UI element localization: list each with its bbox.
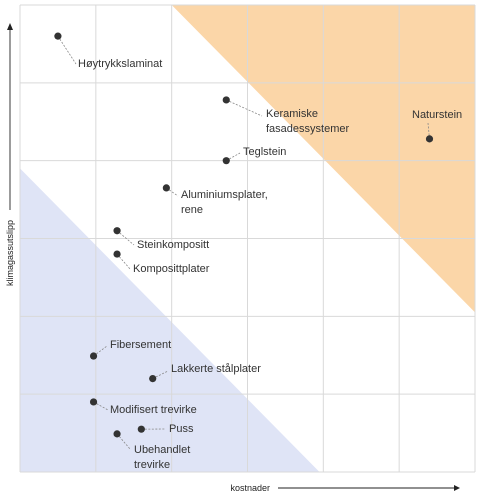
data-point — [113, 430, 121, 438]
point-label: Aluminiumsplater, rene — [181, 189, 268, 216]
data-point — [162, 184, 170, 192]
data-point — [149, 375, 157, 383]
region-low — [20, 168, 320, 472]
point-label: Naturstein — [412, 109, 462, 121]
point-label: Fibersement — [110, 339, 171, 351]
leader-line — [427, 122, 430, 139]
point-label-line: trevirke — [134, 459, 170, 471]
data-point — [54, 32, 62, 40]
leader-lines — [57, 35, 430, 450]
data-points — [54, 32, 434, 438]
grid — [19, 4, 476, 473]
point-label-line: Puss — [169, 423, 194, 435]
data-point — [89, 398, 98, 406]
point-label-line: Keramiske — [266, 108, 318, 120]
point-label: Høytrykkslaminat — [78, 58, 162, 70]
leader-line — [226, 152, 241, 162]
point-label-line: rene — [181, 204, 203, 216]
point-label-line: Steinkompositt — [137, 239, 209, 251]
data-point — [137, 425, 145, 433]
point-label-line: Høytrykkslaminat — [78, 58, 162, 70]
point-label: Steinkompositt — [137, 239, 209, 251]
x-axis-arrowhead — [454, 485, 460, 491]
y-axis-arrowhead — [7, 23, 13, 30]
point-label-line: Modifisert trevirke — [110, 404, 197, 416]
point-label-line: fasadessystemer — [266, 123, 349, 135]
leader-line — [166, 187, 179, 197]
leader-line — [93, 345, 108, 357]
point-label: Komposittplater — [133, 263, 210, 275]
leader-line — [93, 401, 109, 411]
data-point — [113, 227, 121, 235]
data-point — [425, 135, 434, 143]
data-point — [113, 250, 121, 258]
leader-line — [116, 230, 135, 246]
leader-line — [226, 99, 263, 117]
point-label-line: Komposittplater — [133, 263, 210, 275]
point-label-line: Lakkerte stålplater — [171, 363, 261, 375]
y-axis-label: klimagassutslipp — [5, 220, 15, 286]
data-point — [222, 157, 230, 165]
point-label: Modifisert trevirke — [110, 404, 197, 416]
leader-line — [57, 35, 77, 65]
point-label-line: Ubehandlet — [134, 444, 190, 456]
x-axis-label: kostnader — [230, 483, 270, 493]
axes: kostnader klimagassutslipp — [5, 23, 460, 493]
point-label: Keramiske fasadessystemer — [266, 108, 349, 135]
point-label-line: Fibersement — [110, 339, 171, 351]
point-labels: Høytrykkslaminat Keramiske fasadessystemer… — [78, 58, 462, 471]
point-label: Ubehandlet trevirke — [134, 444, 190, 471]
point-label-line: Aluminiumsplater, — [181, 189, 268, 201]
point-label: Puss — [169, 423, 194, 435]
data-point — [89, 352, 98, 360]
data-point — [222, 96, 230, 104]
point-label-line: Naturstein — [412, 109, 462, 121]
point-label: Lakkerte stålplater — [171, 363, 261, 375]
point-label: Teglstein — [243, 146, 286, 158]
leader-line — [152, 370, 169, 379]
point-label-line: Teglstein — [243, 146, 286, 158]
